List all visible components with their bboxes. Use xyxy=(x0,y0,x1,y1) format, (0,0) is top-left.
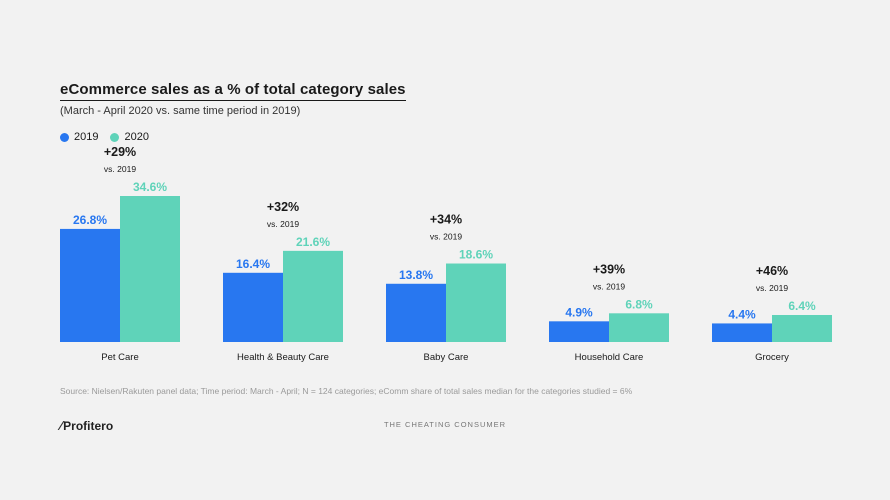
footer-tagline: THE CHEATING CONSUMER xyxy=(383,420,507,429)
bar-2020 xyxy=(283,250,343,342)
logo-text: Profitero xyxy=(63,418,114,433)
chart-title: eCommerce sales as a % of total category… xyxy=(60,81,406,101)
legend-label-2019: 2019 xyxy=(74,131,99,143)
bar-2020 xyxy=(609,313,669,342)
legend-item-2019: 2019 xyxy=(60,131,98,143)
bar-2020 xyxy=(772,314,832,342)
change-annotation-note: vs. 2019 xyxy=(593,281,625,291)
bar-label-2019: 26.8% xyxy=(73,213,107,227)
bar-2019 xyxy=(549,321,609,342)
change-annotation-note: vs. 2019 xyxy=(267,219,299,229)
bar-label-2020: 18.6% xyxy=(459,248,493,262)
legend-swatch-2020 xyxy=(110,132,120,142)
category-label: Pet Care xyxy=(101,352,139,363)
category-label: Health & Beauty Care xyxy=(237,352,329,363)
category-label: Grocery xyxy=(755,352,789,363)
change-annotation-note: vs. 2019 xyxy=(104,164,136,174)
bar-chart: 26.8% 34.6% Pet Care +29% vs. 2019 16.4% 21.6%… xyxy=(60,145,832,363)
bar-label-2020: 6.8% xyxy=(625,297,653,311)
legend-label-2020: 2020 xyxy=(124,131,149,143)
change-annotation: +32% xyxy=(267,200,299,214)
bar-label-2020: 6.4% xyxy=(788,299,816,313)
bar-2019 xyxy=(60,228,120,342)
bar-2019 xyxy=(386,283,446,342)
change-annotation-note: vs. 2019 xyxy=(430,232,462,242)
change-annotation-note: vs. 2019 xyxy=(756,283,788,293)
change-annotation: +34% xyxy=(430,213,462,227)
bar-2019 xyxy=(712,323,772,342)
bar-label-2019: 13.8% xyxy=(399,268,433,282)
change-annotation: +39% xyxy=(593,262,625,276)
bar-label-2020: 21.6% xyxy=(296,235,330,249)
change-annotation: +46% xyxy=(756,264,788,278)
legend: 2019 2020 xyxy=(60,131,161,143)
bar-2019 xyxy=(223,272,283,342)
change-annotation: +29% xyxy=(104,145,136,159)
profitero-logo: ⁄ Profitero xyxy=(60,418,113,433)
bar-2020 xyxy=(446,263,506,342)
chart-subtitle: (March - April 2020 vs. same time period… xyxy=(60,105,301,117)
logo-mark-icon: ⁄ xyxy=(60,418,63,433)
bar-label-2019: 4.9% xyxy=(565,305,593,319)
bar-label-2019: 4.4% xyxy=(728,307,756,321)
source-note: Source: Nielsen/Rakuten panel data; Time… xyxy=(60,386,633,396)
bar-2020 xyxy=(120,196,180,342)
bar-label-2019: 16.4% xyxy=(236,257,270,271)
category-label: Household Care xyxy=(575,352,644,363)
legend-item-2020: 2020 xyxy=(110,131,149,143)
category-label: Baby Care xyxy=(424,352,469,363)
bar-label-2020: 34.6% xyxy=(133,180,167,194)
legend-swatch-2019 xyxy=(60,132,69,142)
